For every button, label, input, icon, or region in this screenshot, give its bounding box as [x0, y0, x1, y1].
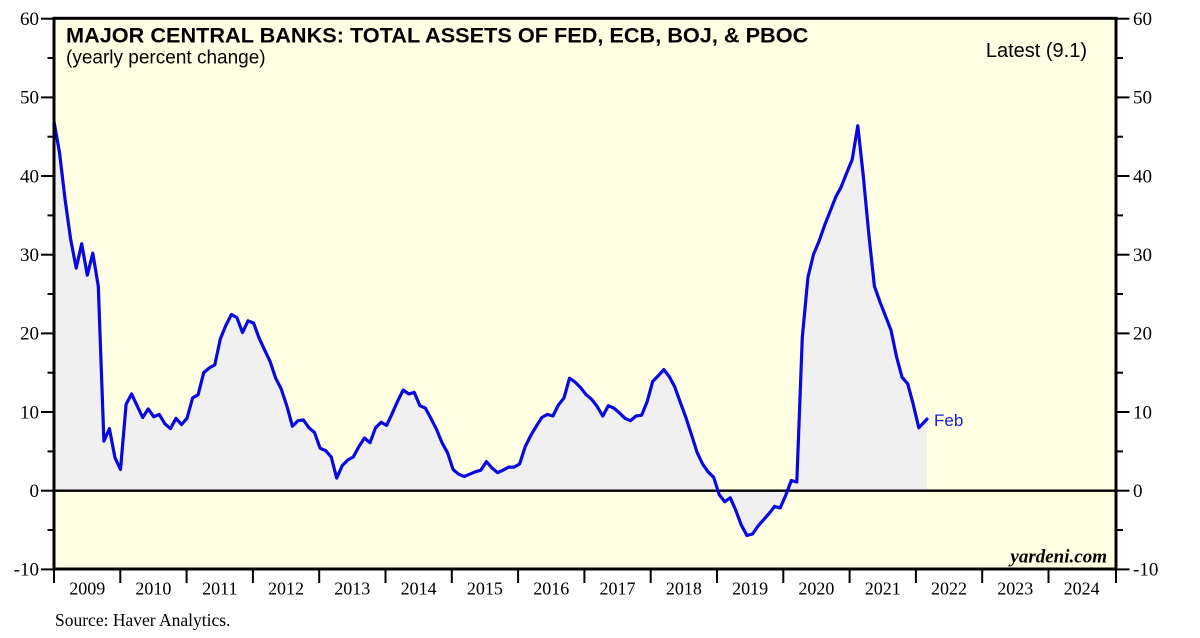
svg-text:2016: 2016	[533, 579, 569, 599]
svg-text:2011: 2011	[202, 579, 237, 599]
svg-text:2019: 2019	[732, 579, 768, 599]
svg-text:2024: 2024	[1064, 579, 1100, 599]
svg-text:Latest (9.1): Latest (9.1)	[986, 40, 1087, 62]
svg-text:2013: 2013	[334, 579, 370, 599]
svg-text:50: 50	[20, 88, 39, 109]
svg-text:60: 60	[20, 9, 39, 30]
svg-text:2017: 2017	[600, 579, 636, 599]
svg-text:20: 20	[1133, 324, 1152, 345]
svg-text:40: 40	[20, 166, 39, 187]
svg-text:0: 0	[30, 481, 40, 502]
svg-text:60: 60	[1133, 9, 1152, 30]
svg-text:MAJOR CENTRAL BANKS: TOTAL ASS: MAJOR CENTRAL BANKS: TOTAL ASSETS OF FED…	[66, 23, 809, 48]
svg-text:2014: 2014	[401, 579, 437, 599]
svg-text:2015: 2015	[467, 579, 503, 599]
svg-text:2020: 2020	[798, 579, 834, 599]
svg-text:2010: 2010	[135, 579, 171, 599]
svg-text:2021: 2021	[865, 579, 901, 599]
svg-text:2022: 2022	[931, 579, 967, 599]
svg-text:Feb: Feb	[934, 411, 963, 430]
svg-text:30: 30	[1133, 245, 1152, 266]
svg-text:(yearly percent change): (yearly percent change)	[66, 48, 266, 69]
svg-text:2018: 2018	[666, 579, 702, 599]
svg-text:yardeni.com: yardeni.com	[1008, 547, 1107, 568]
svg-text:50: 50	[1133, 88, 1152, 109]
svg-text:20: 20	[20, 324, 39, 345]
svg-text:2012: 2012	[268, 579, 304, 599]
svg-text:2023: 2023	[997, 579, 1033, 599]
svg-text:2009: 2009	[69, 579, 105, 599]
svg-text:Source: Haver Analytics.: Source: Haver Analytics.	[55, 610, 230, 630]
svg-text:-10: -10	[1133, 560, 1158, 581]
svg-text:-10: -10	[14, 560, 39, 581]
svg-text:0: 0	[1133, 481, 1143, 502]
svg-text:40: 40	[1133, 166, 1152, 187]
svg-text:10: 10	[20, 402, 39, 423]
svg-text:30: 30	[20, 245, 39, 266]
svg-text:10: 10	[1133, 402, 1152, 423]
